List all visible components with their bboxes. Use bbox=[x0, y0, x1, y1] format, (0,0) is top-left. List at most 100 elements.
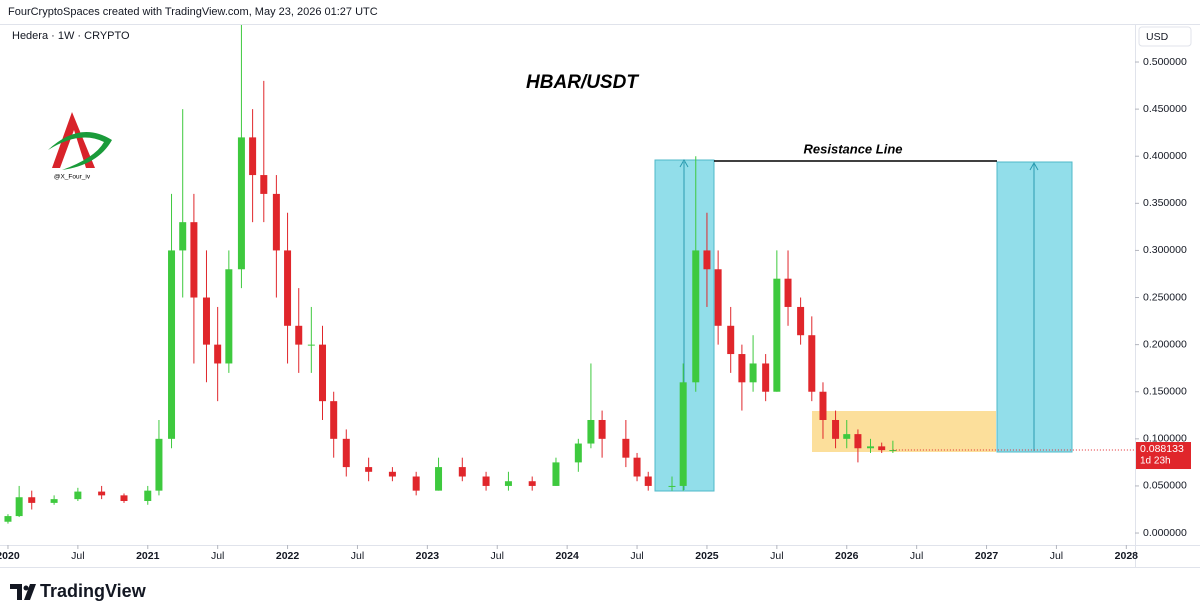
y-tick-label: 0.150000 bbox=[1143, 386, 1187, 398]
logo: @X_Four_iv bbox=[48, 112, 112, 181]
candle-body bbox=[552, 462, 560, 486]
candle-body bbox=[854, 434, 862, 449]
candle-body bbox=[587, 419, 595, 444]
candle-body bbox=[202, 297, 210, 345]
y-tick-label: 0.350000 bbox=[1143, 197, 1187, 209]
logo-swoosh bbox=[48, 132, 112, 170]
candle-body bbox=[28, 497, 36, 503]
candle-body bbox=[412, 476, 420, 491]
candle-body bbox=[889, 450, 897, 452]
candle-body bbox=[307, 344, 315, 346]
x-tick-label: Jul bbox=[351, 550, 364, 562]
currency-box[interactable] bbox=[1138, 26, 1192, 47]
candle-body bbox=[144, 490, 152, 502]
candle-body bbox=[342, 438, 350, 468]
x-tick-label: 2021 bbox=[136, 550, 160, 562]
annotation: Resistance Line bbox=[804, 141, 903, 156]
y-tick-label: 0.500000 bbox=[1143, 56, 1187, 68]
logo-handle: @X_Four_iv bbox=[54, 174, 91, 181]
candle-body bbox=[214, 344, 222, 364]
candle-body bbox=[773, 278, 781, 392]
candle-body bbox=[120, 495, 128, 502]
footer: TradingView bbox=[10, 581, 147, 601]
brand-icon bbox=[10, 584, 36, 600]
candle-body bbox=[727, 325, 735, 355]
candle-body bbox=[458, 467, 466, 477]
candle-body bbox=[679, 382, 687, 486]
candle-body bbox=[260, 175, 268, 194]
arrow bbox=[679, 158, 689, 168]
x-tick-label: Jul bbox=[770, 550, 783, 562]
x-tick-label: 2022 bbox=[276, 550, 300, 562]
candle-body bbox=[668, 485, 676, 487]
symbol: Hedera · 1W · CRYPTO bbox=[12, 30, 130, 42]
x-tick-label: 2028 bbox=[1115, 550, 1139, 562]
x-tick-label: Jul bbox=[491, 550, 504, 562]
candle-body bbox=[295, 325, 303, 345]
zone-box bbox=[812, 411, 996, 452]
candle-body bbox=[819, 391, 827, 420]
candle-body bbox=[249, 137, 257, 176]
x-tick-label: 2026 bbox=[835, 550, 859, 562]
candle-body bbox=[784, 278, 792, 307]
x-tick-label: Jul bbox=[630, 550, 643, 562]
y-tick-label: 0.000000 bbox=[1143, 527, 1187, 539]
y-tick-label: 0.450000 bbox=[1143, 103, 1187, 115]
candle-body bbox=[867, 446, 875, 449]
candle-body bbox=[762, 363, 770, 392]
arrow bbox=[1029, 161, 1039, 171]
y-tick-label: 0.100000 bbox=[1143, 433, 1187, 445]
y-tick-label: 0.400000 bbox=[1143, 150, 1187, 162]
candle-body bbox=[388, 471, 396, 477]
candle-body bbox=[622, 438, 630, 458]
candle-body bbox=[190, 222, 198, 298]
x-tick-label: 2025 bbox=[695, 550, 719, 562]
candle-body bbox=[435, 467, 443, 491]
brand-icon bbox=[23, 585, 29, 591]
x-tick-label: 2020 bbox=[0, 550, 20, 562]
x-tick-label: 2023 bbox=[416, 550, 440, 562]
candle-body bbox=[155, 438, 163, 491]
candle-body bbox=[504, 481, 512, 486]
candle-body bbox=[272, 193, 280, 251]
candle-body bbox=[738, 354, 746, 383]
candle-body bbox=[15, 497, 23, 517]
candle-body bbox=[74, 491, 82, 500]
y-tick-label: 0.300000 bbox=[1143, 244, 1187, 256]
candle-body bbox=[365, 467, 373, 472]
candle-body bbox=[714, 269, 722, 326]
candle-body bbox=[749, 363, 757, 383]
candle-body bbox=[179, 222, 187, 251]
candle-body bbox=[50, 499, 58, 503]
candle-body bbox=[832, 419, 840, 439]
candle-body bbox=[633, 457, 641, 477]
candle-body bbox=[98, 491, 106, 496]
candle-body bbox=[4, 516, 12, 522]
last-price-box bbox=[1136, 442, 1191, 470]
currency: USD bbox=[1146, 31, 1169, 43]
countdown: 1d 23h bbox=[1140, 456, 1171, 467]
candle-body bbox=[797, 306, 805, 336]
header: FourCryptoSpaces created with TradingVie… bbox=[8, 6, 378, 18]
candle-body bbox=[319, 344, 327, 402]
logo-mark bbox=[52, 112, 95, 168]
x-tick-label: Jul bbox=[211, 550, 224, 562]
y-tick-label: 0.200000 bbox=[1143, 338, 1187, 350]
y-tick-label: 0.250000 bbox=[1143, 291, 1187, 303]
candle-body bbox=[528, 481, 536, 486]
brand: TradingView bbox=[40, 581, 147, 601]
candle-body bbox=[692, 250, 700, 383]
x-tick-label: 2024 bbox=[555, 550, 579, 562]
candle-body bbox=[843, 434, 851, 439]
candle-body bbox=[237, 137, 245, 270]
candle-body bbox=[808, 335, 816, 392]
plot bbox=[4, 25, 1135, 524]
candle-body bbox=[284, 250, 292, 326]
x-tick-label: Jul bbox=[910, 550, 923, 562]
chart-title: HBAR/USDT bbox=[526, 72, 639, 93]
candle-body bbox=[482, 476, 490, 486]
candle-body bbox=[598, 419, 606, 439]
candle-body bbox=[878, 446, 886, 451]
candle-body bbox=[644, 476, 652, 486]
candle-body bbox=[330, 401, 338, 439]
